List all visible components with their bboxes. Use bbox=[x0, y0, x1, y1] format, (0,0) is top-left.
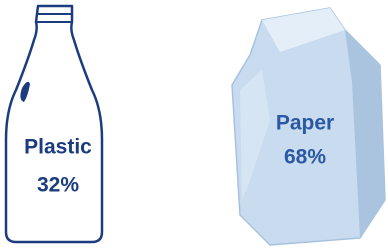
value-label: 68% bbox=[284, 146, 326, 169]
category-label: Plastic bbox=[24, 136, 92, 159]
chart: Plastic 32% Paper 68% bbox=[0, 0, 388, 249]
category-label: Paper bbox=[276, 112, 334, 135]
bottle bbox=[6, 6, 102, 242]
value-label: 32% bbox=[37, 174, 79, 197]
